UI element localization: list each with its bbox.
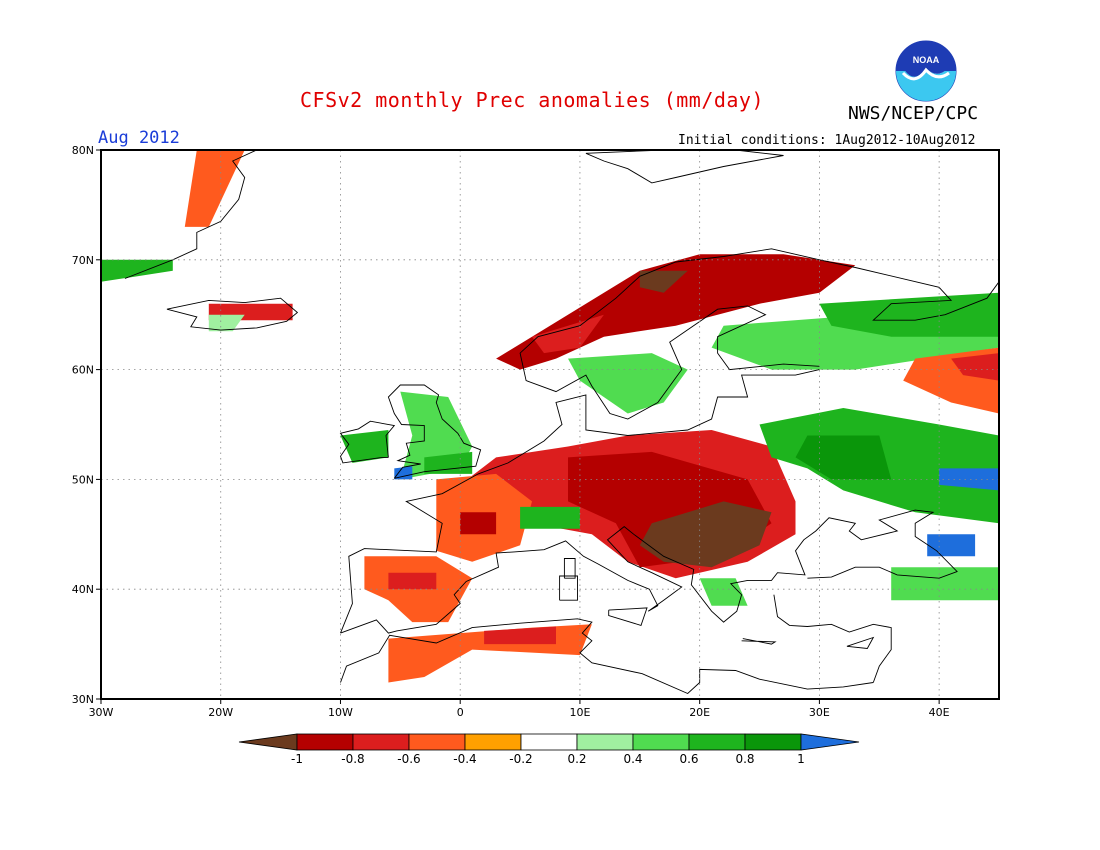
region-turkey-east-fringe (891, 567, 999, 601)
lon-tick-label: 10E (569, 706, 590, 719)
region-eastern-europe-core (795, 435, 892, 480)
map-frame (100, 149, 1000, 700)
map-title: CFSv2 monthly Prec anomalies (mm/day) (300, 88, 765, 112)
colorbar-bin (464, 733, 522, 751)
region-greece (699, 578, 748, 606)
coastline (519, 248, 1000, 420)
region-cornwall (394, 466, 413, 480)
coastline (608, 607, 648, 626)
anomaly-regions (101, 150, 999, 683)
coastline (340, 369, 820, 634)
coastline (559, 575, 578, 601)
initial-conditions-label: Initial conditions: 1Aug2012-10Aug2012 (678, 133, 976, 148)
region-scandinavia-core (639, 270, 688, 293)
lat-tick-label: 50N (72, 473, 94, 486)
month-label: Aug 2012 (98, 128, 180, 148)
lat-tick-label: 70N (72, 254, 94, 267)
region-caucasus (927, 534, 976, 557)
coastline (340, 618, 874, 695)
colorbar-label: 0.2 (567, 752, 586, 766)
colorbar: -1 -0.8 -0.6 -0.4 -0.2 0.2 0.4 0.6 0.8 1 (238, 733, 860, 766)
region-norway-south (532, 314, 604, 354)
logo-text: NOAA (913, 55, 940, 65)
region-greenland-south (101, 259, 173, 282)
colorbar-arrow-low (238, 733, 298, 751)
colorbar-label: -0.6 (397, 752, 420, 766)
coastlines (124, 149, 1000, 695)
colorbar-bin (576, 733, 634, 751)
colorbar-label: 0.4 (623, 752, 642, 766)
lat-tick-label: 80N (72, 144, 94, 157)
colorbar-bin (744, 733, 802, 751)
colorbar-label: -0.8 (341, 752, 364, 766)
region-scandinavia-north (496, 254, 856, 370)
colorbar-label: 0.6 (679, 752, 698, 766)
lon-tick-label: 30E (809, 706, 830, 719)
coastline (773, 594, 892, 683)
colorbar-bin (352, 733, 410, 751)
lat-tick-label: 30N (72, 693, 94, 706)
region-north-africa-core (484, 626, 556, 645)
coastline (585, 149, 784, 184)
colorbar-bin (296, 733, 354, 751)
coastline (387, 384, 482, 479)
lon-tick-label: 10W (328, 706, 353, 719)
lon-tick-label: 20W (208, 706, 233, 719)
colorbar-label: -0.4 (453, 752, 476, 766)
region-ireland (340, 430, 389, 463)
colorbar-bin (688, 733, 746, 751)
coastline (339, 420, 396, 464)
colorbar-label: 0.8 (735, 752, 754, 766)
lon-tick-label: 30W (89, 706, 114, 719)
colorbar-bin (520, 733, 578, 751)
region-russia-northeast-core (951, 353, 999, 381)
graticule (101, 150, 999, 699)
region-balkans-core (639, 501, 772, 568)
axis-ticks: 30W 20W 10W 0 10E 20E 30E 40E 30N 40N 50N 60N 70N 80N (72, 144, 950, 719)
lat-tick-label: 40N (72, 583, 94, 596)
coastline (124, 149, 257, 279)
region-russia-north (819, 292, 999, 337)
colorbar-label: -0.2 (509, 752, 532, 766)
lon-tick-label: 0 (457, 706, 464, 719)
colorbar-label: -1 (291, 752, 303, 766)
colorbar-bin (408, 733, 466, 751)
region-uk-south (424, 451, 473, 474)
noaa-logo-icon: NOAA (895, 40, 957, 102)
coastline (563, 558, 576, 579)
lon-tick-label: 20E (689, 706, 710, 719)
coastline (340, 509, 958, 634)
colorbar-arrow-high (800, 733, 860, 751)
region-sweden-central (568, 353, 688, 414)
agency-label: NWS/NCEP/CPC (848, 103, 979, 124)
region-france-core (460, 512, 497, 535)
region-iceland-south (208, 314, 245, 332)
coastline (741, 638, 777, 645)
region-greenland-east (184, 150, 245, 227)
lat-tick-label: 60N (72, 364, 94, 377)
coastline (166, 297, 299, 331)
lon-tick-label: 40E (929, 706, 950, 719)
colorbar-label: 1 (797, 752, 805, 766)
coastline (846, 636, 875, 649)
region-russia-south-wet (939, 468, 999, 491)
region-alps (520, 506, 580, 529)
colorbar-bin (632, 733, 690, 751)
region-iberia-core (388, 572, 437, 590)
